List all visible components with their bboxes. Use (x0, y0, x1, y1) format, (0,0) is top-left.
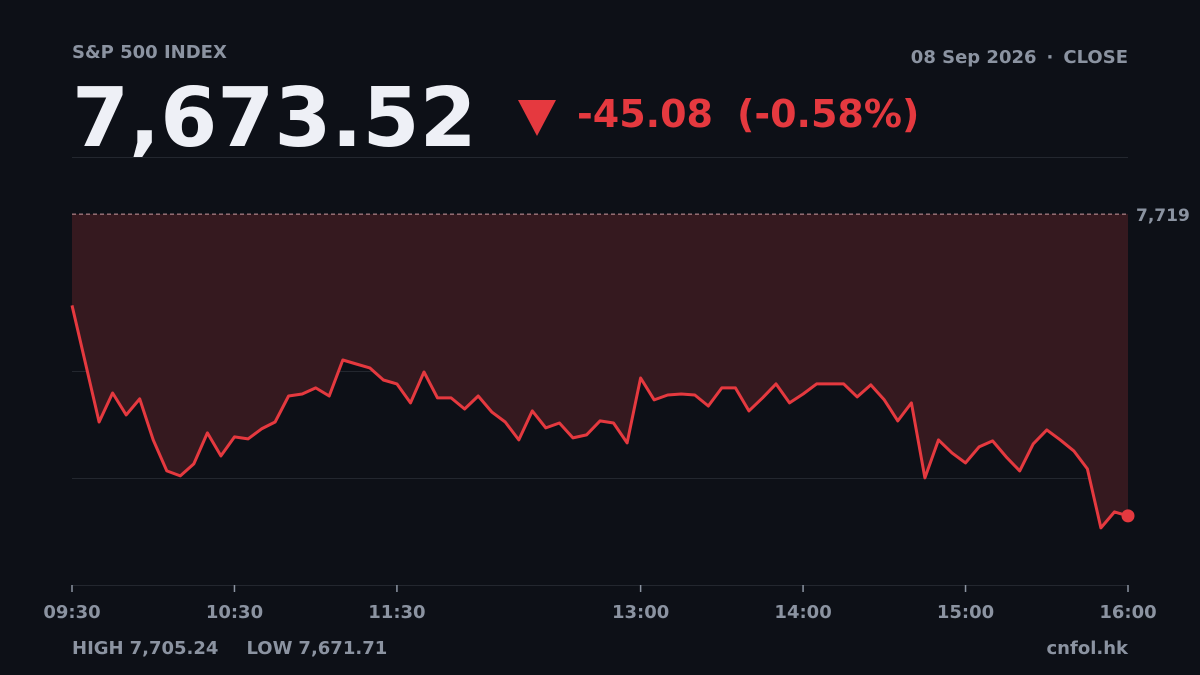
range-info: HIGH 7,705.24 LOW 7,671.71 (72, 638, 387, 659)
session-info: 08 Sep 2026 · CLOSE (911, 47, 1128, 68)
high-label: HIGH (72, 638, 124, 659)
x-tick-label: 14:00 (774, 602, 831, 623)
down-arrow (518, 100, 556, 136)
x-tick-label: 16:00 (1099, 602, 1156, 623)
separator: · (1047, 47, 1054, 68)
x-tick-label: 10:30 (206, 602, 263, 623)
status: CLOSE (1063, 47, 1128, 68)
x-tick-label: 09:30 (43, 602, 100, 623)
area (72, 214, 1128, 528)
low-label: LOW (246, 638, 292, 659)
last-price: 7,673.52 (72, 71, 477, 166)
change: -45.08 (-0.58%) (577, 92, 919, 136)
change-abs: -45.08 (577, 92, 713, 136)
source: cnfol.hk (1047, 638, 1130, 659)
change-pct: (-0.58%) (737, 92, 919, 136)
low-value: 7,671.71 (298, 638, 387, 659)
index-title: S&P 500 INDEX (72, 42, 227, 63)
x-tick-label: 15:00 (937, 602, 994, 623)
high-value: 7,705.24 (130, 638, 219, 659)
previous-close-label: 7,719 (1136, 206, 1190, 226)
date: 08 Sep 2026 (911, 47, 1037, 68)
x-tick-label: 13:00 (612, 602, 669, 623)
x-tick-label: 11:30 (368, 602, 425, 623)
price-line (70, 305, 1129, 530)
last-point (1121, 509, 1135, 523)
